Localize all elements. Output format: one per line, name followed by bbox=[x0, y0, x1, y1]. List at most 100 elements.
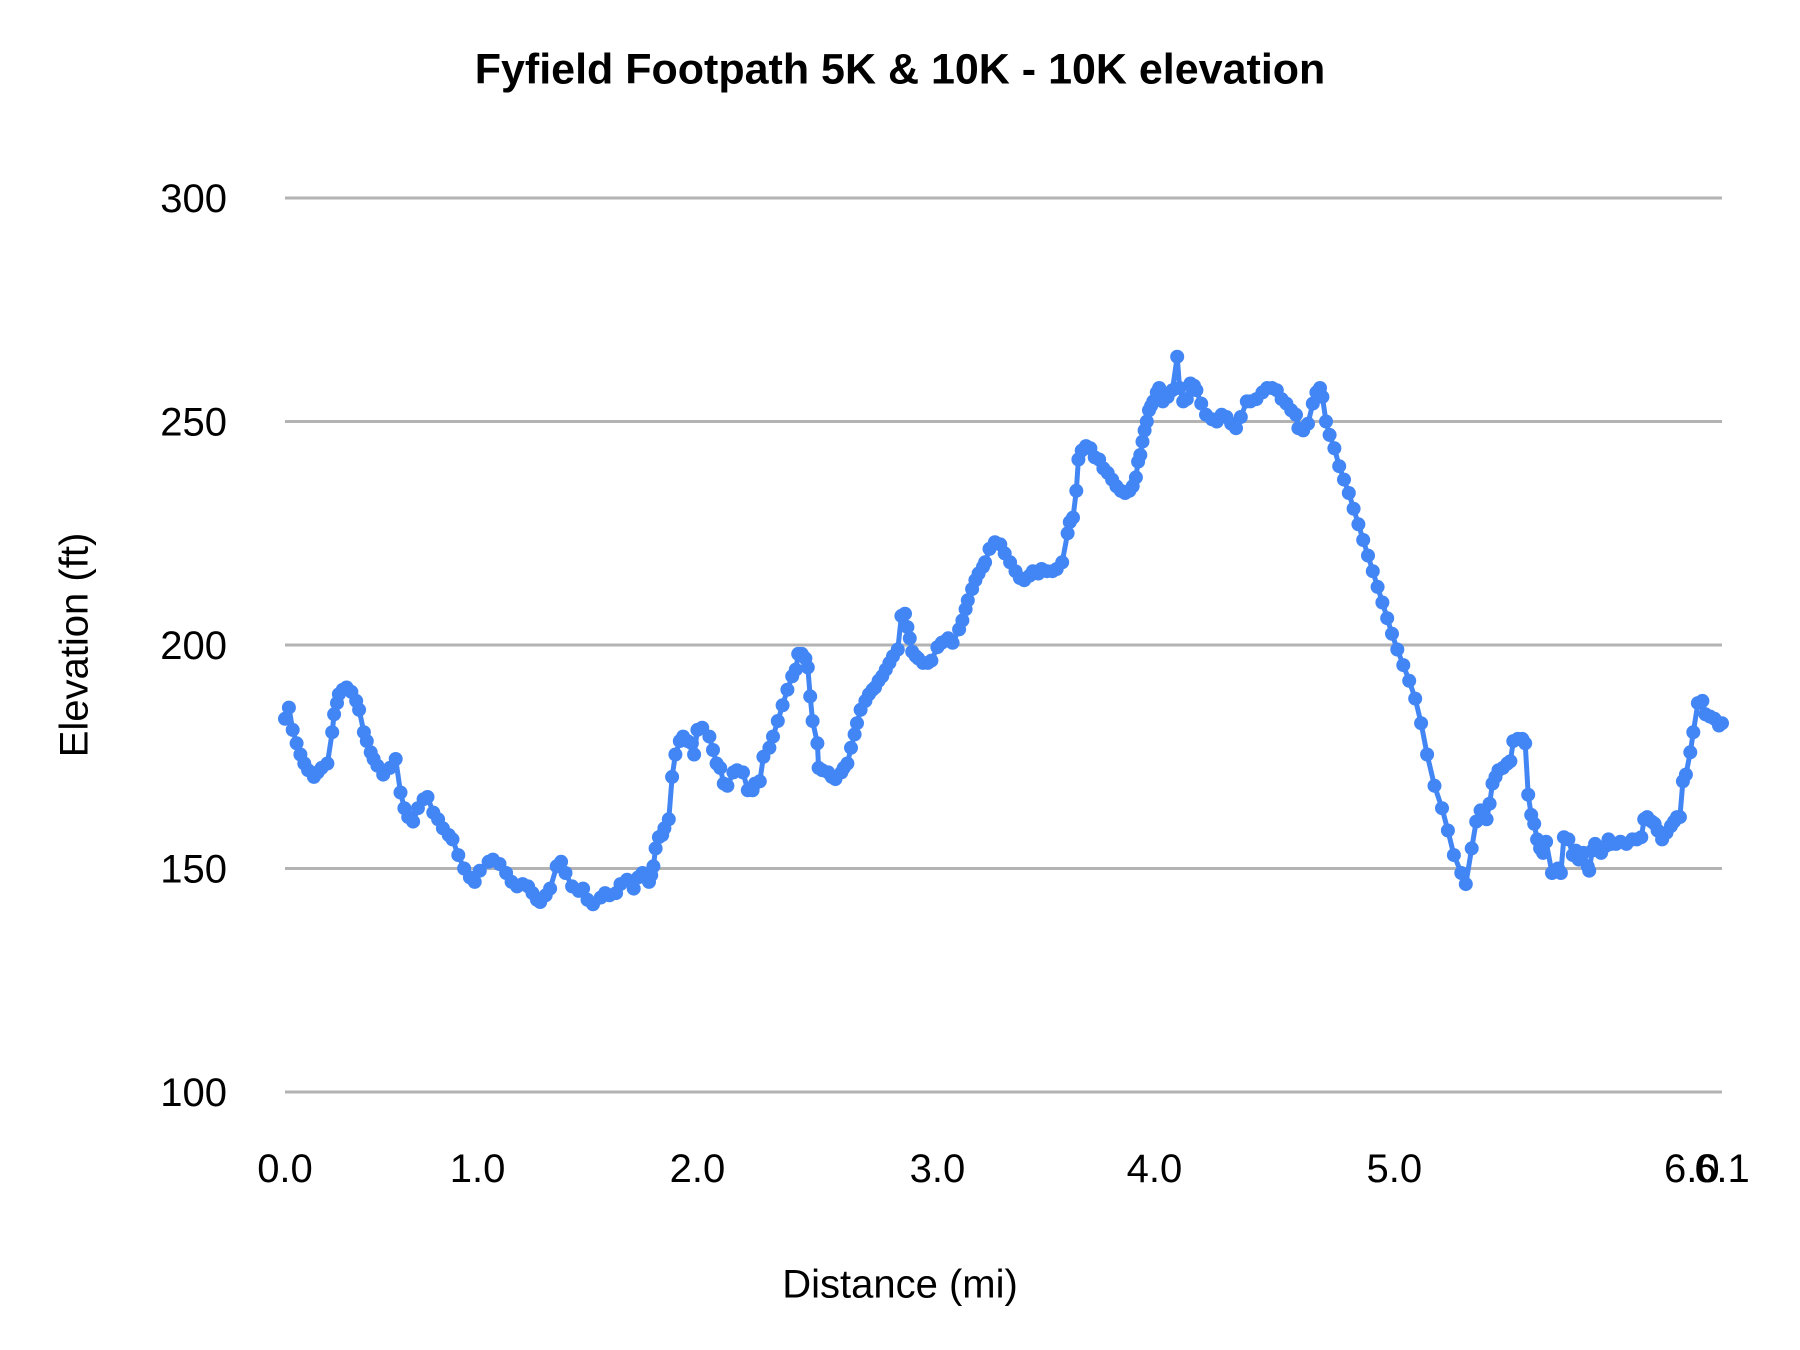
data-point[interactable] bbox=[1553, 866, 1568, 880]
data-point[interactable] bbox=[762, 740, 777, 755]
data-point[interactable] bbox=[327, 707, 342, 722]
data-point[interactable] bbox=[1454, 866, 1469, 880]
data-point[interactable] bbox=[720, 778, 735, 793]
data-point[interactable] bbox=[1446, 848, 1461, 863]
data-point[interactable] bbox=[1055, 555, 1070, 570]
data-point[interactable] bbox=[1128, 470, 1143, 485]
data-point[interactable] bbox=[752, 774, 767, 789]
data-point[interactable] bbox=[1327, 441, 1342, 456]
data-point[interactable] bbox=[1337, 472, 1351, 487]
data-point[interactable] bbox=[1332, 459, 1347, 474]
data-point[interactable] bbox=[648, 841, 663, 856]
data-point[interactable] bbox=[1152, 381, 1167, 395]
data-point[interactable] bbox=[1356, 533, 1371, 547]
data-point[interactable] bbox=[285, 722, 300, 737]
data-point[interactable] bbox=[543, 881, 558, 896]
data-point[interactable] bbox=[706, 743, 720, 757]
data-point[interactable] bbox=[1370, 579, 1385, 594]
data-point[interactable] bbox=[1189, 383, 1204, 398]
data-point[interactable] bbox=[1440, 823, 1455, 838]
data-point[interactable] bbox=[1301, 416, 1315, 431]
data-point[interactable] bbox=[1170, 349, 1185, 364]
data-point[interactable] bbox=[646, 859, 661, 874]
data-point[interactable] bbox=[451, 848, 466, 863]
data-point[interactable] bbox=[702, 729, 717, 744]
data-point[interactable] bbox=[713, 760, 728, 775]
data-point[interactable] bbox=[800, 660, 815, 675]
data-point[interactable] bbox=[420, 790, 435, 804]
data-point[interactable] bbox=[1380, 611, 1395, 626]
data-point[interactable] bbox=[278, 711, 292, 726]
data-point[interactable] bbox=[805, 714, 820, 728]
data-point[interactable] bbox=[1319, 414, 1333, 429]
data-point[interactable] bbox=[1351, 517, 1366, 532]
data-point[interactable] bbox=[325, 725, 340, 740]
data-point[interactable] bbox=[558, 866, 573, 880]
data-point[interactable] bbox=[902, 631, 917, 646]
data-point[interactable] bbox=[1179, 392, 1194, 407]
data-point[interactable] bbox=[1420, 747, 1435, 762]
data-point[interactable] bbox=[1634, 830, 1649, 845]
data-point[interactable] bbox=[289, 736, 304, 751]
data-point[interactable] bbox=[281, 700, 296, 715]
data-point[interactable] bbox=[1518, 736, 1533, 751]
data-point[interactable] bbox=[1229, 421, 1243, 436]
data-point[interactable] bbox=[810, 736, 825, 751]
data-point[interactable] bbox=[393, 785, 408, 800]
data-point[interactable] bbox=[661, 812, 676, 827]
data-point[interactable] bbox=[1375, 595, 1390, 610]
data-point[interactable] bbox=[803, 689, 818, 704]
data-point[interactable] bbox=[1479, 812, 1494, 827]
data-point[interactable] bbox=[1464, 841, 1479, 856]
data-point[interactable] bbox=[1561, 832, 1576, 847]
data-point[interactable] bbox=[736, 765, 750, 780]
data-point[interactable] bbox=[780, 682, 795, 697]
data-point[interactable] bbox=[1672, 810, 1687, 825]
data-point[interactable] bbox=[1385, 626, 1399, 641]
data-point[interactable] bbox=[320, 756, 335, 771]
data-point[interactable] bbox=[668, 747, 683, 762]
data-point[interactable] bbox=[847, 727, 862, 742]
data-point[interactable] bbox=[467, 874, 482, 889]
data-point[interactable] bbox=[1396, 658, 1411, 673]
data-point[interactable] bbox=[850, 716, 864, 731]
data-point[interactable] bbox=[840, 756, 855, 771]
data-point[interactable] bbox=[1521, 787, 1536, 802]
data-point[interactable] bbox=[445, 832, 460, 847]
data-point[interactable] bbox=[1536, 845, 1551, 860]
data-point[interactable] bbox=[788, 662, 803, 677]
data-point[interactable] bbox=[1695, 693, 1710, 708]
data-point[interactable] bbox=[1527, 816, 1542, 831]
data-point[interactable] bbox=[1194, 396, 1209, 411]
data-point[interactable] bbox=[1341, 486, 1356, 500]
data-point[interactable] bbox=[1365, 564, 1380, 579]
data-point[interactable] bbox=[898, 606, 912, 621]
data-point[interactable] bbox=[1315, 389, 1330, 404]
data-point[interactable] bbox=[1133, 448, 1148, 462]
data-point[interactable] bbox=[406, 814, 421, 829]
data-point[interactable] bbox=[924, 653, 939, 668]
data-point[interactable] bbox=[626, 881, 641, 896]
data-point[interactable] bbox=[1322, 427, 1337, 442]
data-point[interactable] bbox=[1686, 725, 1701, 740]
data-point[interactable] bbox=[687, 747, 702, 762]
data-point[interactable] bbox=[766, 729, 780, 744]
data-point[interactable] bbox=[1539, 834, 1554, 849]
data-point[interactable] bbox=[388, 752, 403, 766]
data-point[interactable] bbox=[1435, 801, 1449, 816]
data-point[interactable] bbox=[1414, 716, 1429, 731]
data-point[interactable] bbox=[359, 734, 374, 749]
data-point[interactable] bbox=[1361, 548, 1375, 563]
data-point[interactable] bbox=[890, 642, 905, 657]
data-point[interactable] bbox=[576, 881, 591, 896]
data-point[interactable] bbox=[352, 702, 367, 717]
data-point[interactable] bbox=[900, 620, 915, 635]
data-point[interactable] bbox=[1503, 754, 1518, 769]
data-point[interactable] bbox=[1346, 501, 1361, 516]
data-point[interactable] bbox=[1069, 483, 1084, 498]
data-point[interactable] bbox=[554, 854, 569, 869]
data-point[interactable] bbox=[1408, 691, 1423, 706]
data-point[interactable] bbox=[1060, 526, 1075, 541]
data-point[interactable] bbox=[1233, 410, 1248, 424]
data-point[interactable] bbox=[1458, 877, 1473, 892]
